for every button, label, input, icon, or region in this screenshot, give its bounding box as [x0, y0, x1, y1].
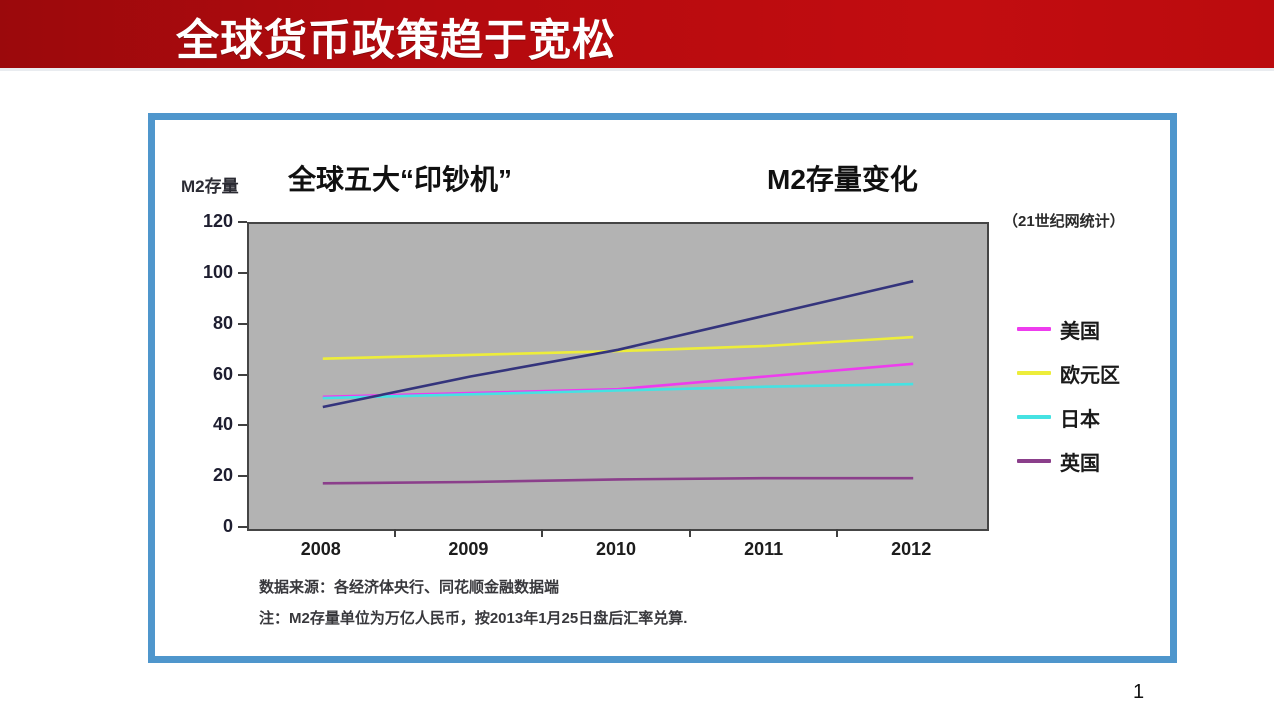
slide-header-bar: 全球货币政策趋于宽松: [0, 0, 1274, 68]
x-axis-tick: [688, 529, 691, 537]
legend-item-uk: 英国: [1017, 448, 1120, 475]
series-line: [322, 362, 914, 399]
x-axis-tick: [836, 529, 839, 537]
plot-area: [247, 222, 989, 531]
x-axis-label: 2011: [744, 539, 784, 559]
x-axis-tick: [541, 529, 544, 537]
footnote-source: 数据来源：各经济体央行、同花顺金融数据端: [259, 579, 560, 596]
y-axis-label: 20: [212, 465, 233, 486]
slide-title: 全球货币政策趋于宽松: [176, 17, 616, 65]
x-axis-label: 2010: [595, 539, 637, 559]
legend-swatch-uk: [1017, 459, 1051, 463]
series-line: [322, 476, 914, 485]
legend-item-eurozone: 欧元区: [1017, 360, 1120, 387]
y-axis-label: 40: [212, 414, 233, 435]
chart-legend: 美国 欧元区 日本 英国: [1017, 316, 1120, 492]
legend-item-japan: 日本: [1017, 404, 1120, 431]
y-axis-tick: [238, 526, 247, 528]
chart-title-right: M2存量变化: [767, 164, 918, 195]
legend-label: 日本: [1060, 408, 1100, 431]
y-axis-label: 80: [212, 312, 233, 333]
source-attribution: （21世纪网统计）: [1003, 213, 1125, 230]
x-axis-label: 2012: [891, 539, 932, 559]
chart-title-left: 全球五大“印钞机”: [288, 164, 513, 195]
y-axis-unit-label: M2存量: [181, 177, 239, 196]
y-axis-tick: [238, 424, 247, 427]
y-axis-label: 100: [202, 261, 233, 282]
y-axis-label: 0: [222, 516, 233, 536]
y-axis-tick: [238, 221, 247, 223]
y-axis-label: 60: [212, 363, 233, 384]
series-line: [322, 382, 914, 400]
legend-swatch-japan: [1017, 415, 1051, 419]
chart-lines: [322, 279, 914, 485]
y-axis-tick: [238, 475, 247, 478]
legend-swatch-us: [1017, 327, 1051, 331]
page-number: 1: [1133, 681, 1145, 703]
legend-label: 英国: [1060, 452, 1100, 475]
y-axis-tick: [238, 322, 247, 325]
y-axis-tick: [238, 271, 247, 274]
series-line: [322, 335, 914, 360]
series-line: [322, 279, 914, 409]
chart-card: M2存量 全球五大“印钞机” M2存量变化 （21世纪网统计） 美国 欧元区 日…: [148, 113, 1177, 663]
x-axis-label: 2009: [448, 539, 489, 559]
legend-swatch-eurozone: [1017, 371, 1051, 375]
legend-label: 欧元区: [1060, 364, 1120, 387]
x-axis-label: 2008: [300, 539, 341, 559]
y-axis-tick: [238, 373, 247, 376]
footnote-note: 注：M2存量单位为万亿人民币，按2013年1月25日盘后汇率兑算.: [259, 610, 688, 627]
legend-item-us: 美国: [1017, 316, 1120, 343]
x-axis-tick: [393, 529, 396, 537]
y-axis-label: 120: [202, 211, 233, 231]
legend-label: 美国: [1060, 320, 1100, 343]
